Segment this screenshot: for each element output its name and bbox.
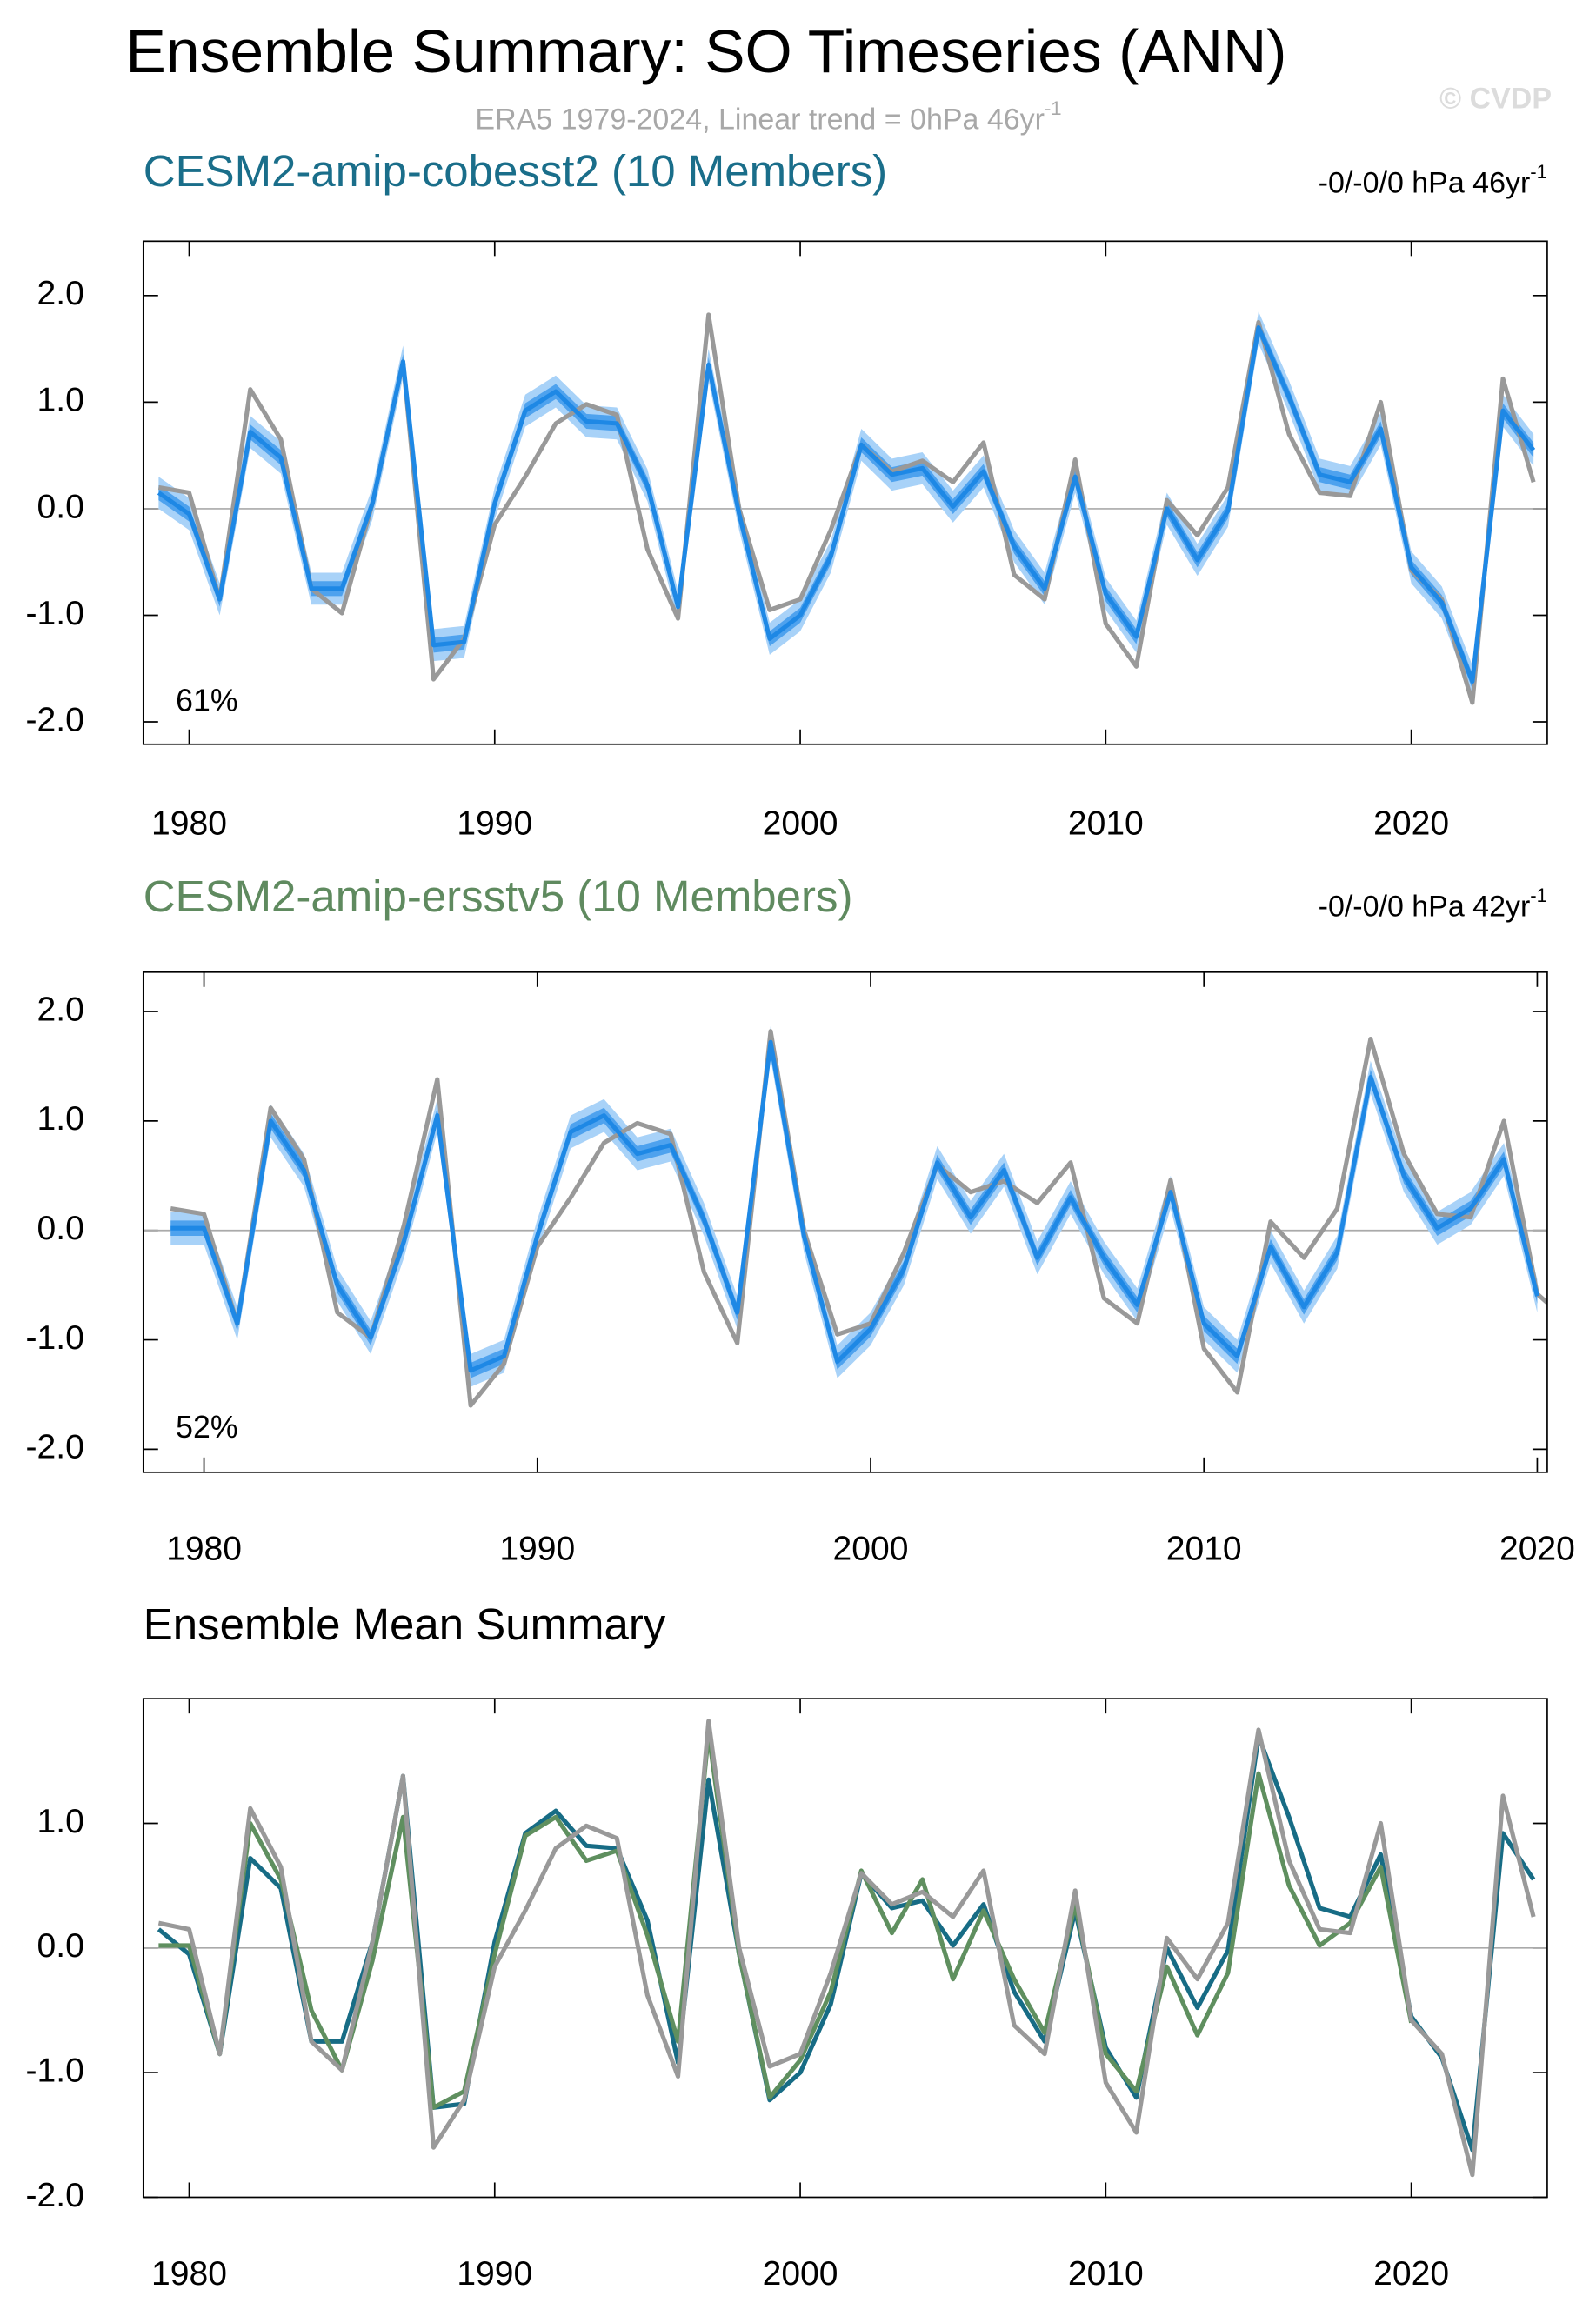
figure-title: Ensemble Summary: SO Timeseries (ANN)	[125, 17, 1286, 85]
plot-area	[157, 311, 1536, 705]
panel-title: CESM2-amip-ersstv5 (10 Members)	[144, 871, 853, 921]
subtitle: ERA5 1979-2024, Linear trend = 0hPa 46yr…	[475, 97, 1061, 137]
series-line	[157, 1719, 1536, 2178]
y-tick-label: 2.0	[37, 275, 84, 312]
panel: CESM2-amip-cobesst2 (10 Members) -0/-0/0 …	[26, 146, 1548, 843]
plot-frame	[142, 971, 1548, 1473]
y-tick-label: 1.0	[37, 1100, 84, 1138]
plot-area	[157, 1719, 1536, 2178]
y-tick-label: 0.0	[37, 1210, 84, 1247]
y-tick-label: 0.0	[37, 1927, 84, 1965]
x-tick-label: 2020	[1499, 1530, 1575, 1567]
y-tick-label: -2.0	[26, 701, 84, 738]
x-tick-label: 2020	[1373, 2255, 1449, 2293]
y-tick-label: -2.0	[26, 2177, 84, 2214]
trend-label: -0/-0/0 hPa 42yr-1	[1319, 884, 1547, 924]
trend-exponent: -1	[1530, 884, 1547, 906]
trend-exponent: -1	[1530, 161, 1547, 183]
panel: Ensemble Mean Summary 1.0 0.0 -1.0 -2.0 1980 1…	[26, 1599, 1548, 2293]
x-tick-label: 2010	[1068, 805, 1144, 843]
trend-text: -0/-0/0 hPa 42yr	[1319, 891, 1531, 924]
plot-area	[170, 1025, 1547, 1408]
y-tick-label: -1.0	[26, 595, 84, 632]
x-tick-label: 1990	[457, 805, 532, 843]
panel-title: CESM2-amip-cobesst2 (10 Members)	[144, 146, 887, 196]
series-line	[157, 1733, 1536, 2153]
x-tick-label: 2000	[833, 1530, 909, 1567]
y-tick-label: -1.0	[26, 2052, 84, 2089]
y-tick-label: 1.0	[37, 1803, 84, 1840]
y-tick-label: -1.0	[26, 1319, 84, 1357]
subtitle-text: ERA5 1979-2024, Linear trend = 0hPa 46yr	[475, 103, 1045, 136]
x-tick-label: 2020	[1373, 805, 1449, 843]
y-tick-label: -2.0	[26, 1429, 84, 1466]
y-tick-label: 2.0	[37, 991, 84, 1028]
trend-label: -0/-0/0 hPa 46yr-1	[1319, 161, 1547, 200]
watermark: © CVDP	[1439, 83, 1552, 116]
x-tick-label: 1990	[499, 1530, 575, 1567]
ensemble-mean-line	[170, 1039, 1539, 1373]
x-tick-label: 1990	[457, 2255, 532, 2293]
y-tick-label: 1.0	[37, 382, 84, 419]
panel: CESM2-amip-ersstv5 (10 Members) -0/-0/0 h…	[26, 871, 1575, 1567]
x-tick-label: 2000	[763, 2255, 838, 2293]
percent-label: 52%	[176, 1410, 237, 1445]
x-tick-label: 2010	[1068, 2255, 1144, 2293]
x-tick-label: 2010	[1166, 1530, 1242, 1567]
plot-frame	[142, 1698, 1548, 2199]
subtitle-exponent: -1	[1045, 97, 1062, 119]
plot-frame	[142, 240, 1548, 745]
series-line	[158, 1731, 1414, 2110]
y-tick-label: 0.0	[37, 488, 84, 525]
x-tick-label: 2000	[763, 805, 838, 843]
x-tick-label: 1980	[151, 805, 227, 843]
trend-text: -0/-0/0 hPa 46yr	[1319, 167, 1531, 200]
percent-label: 61%	[176, 684, 237, 718]
x-tick-label: 1980	[166, 1530, 242, 1567]
panel-title: Ensemble Mean Summary	[144, 1599, 666, 1649]
ensemble-mean-line	[157, 325, 1536, 684]
observed-line	[170, 1029, 1547, 1408]
spread-band	[170, 1025, 1538, 1387]
x-tick-label: 1980	[151, 2255, 227, 2293]
